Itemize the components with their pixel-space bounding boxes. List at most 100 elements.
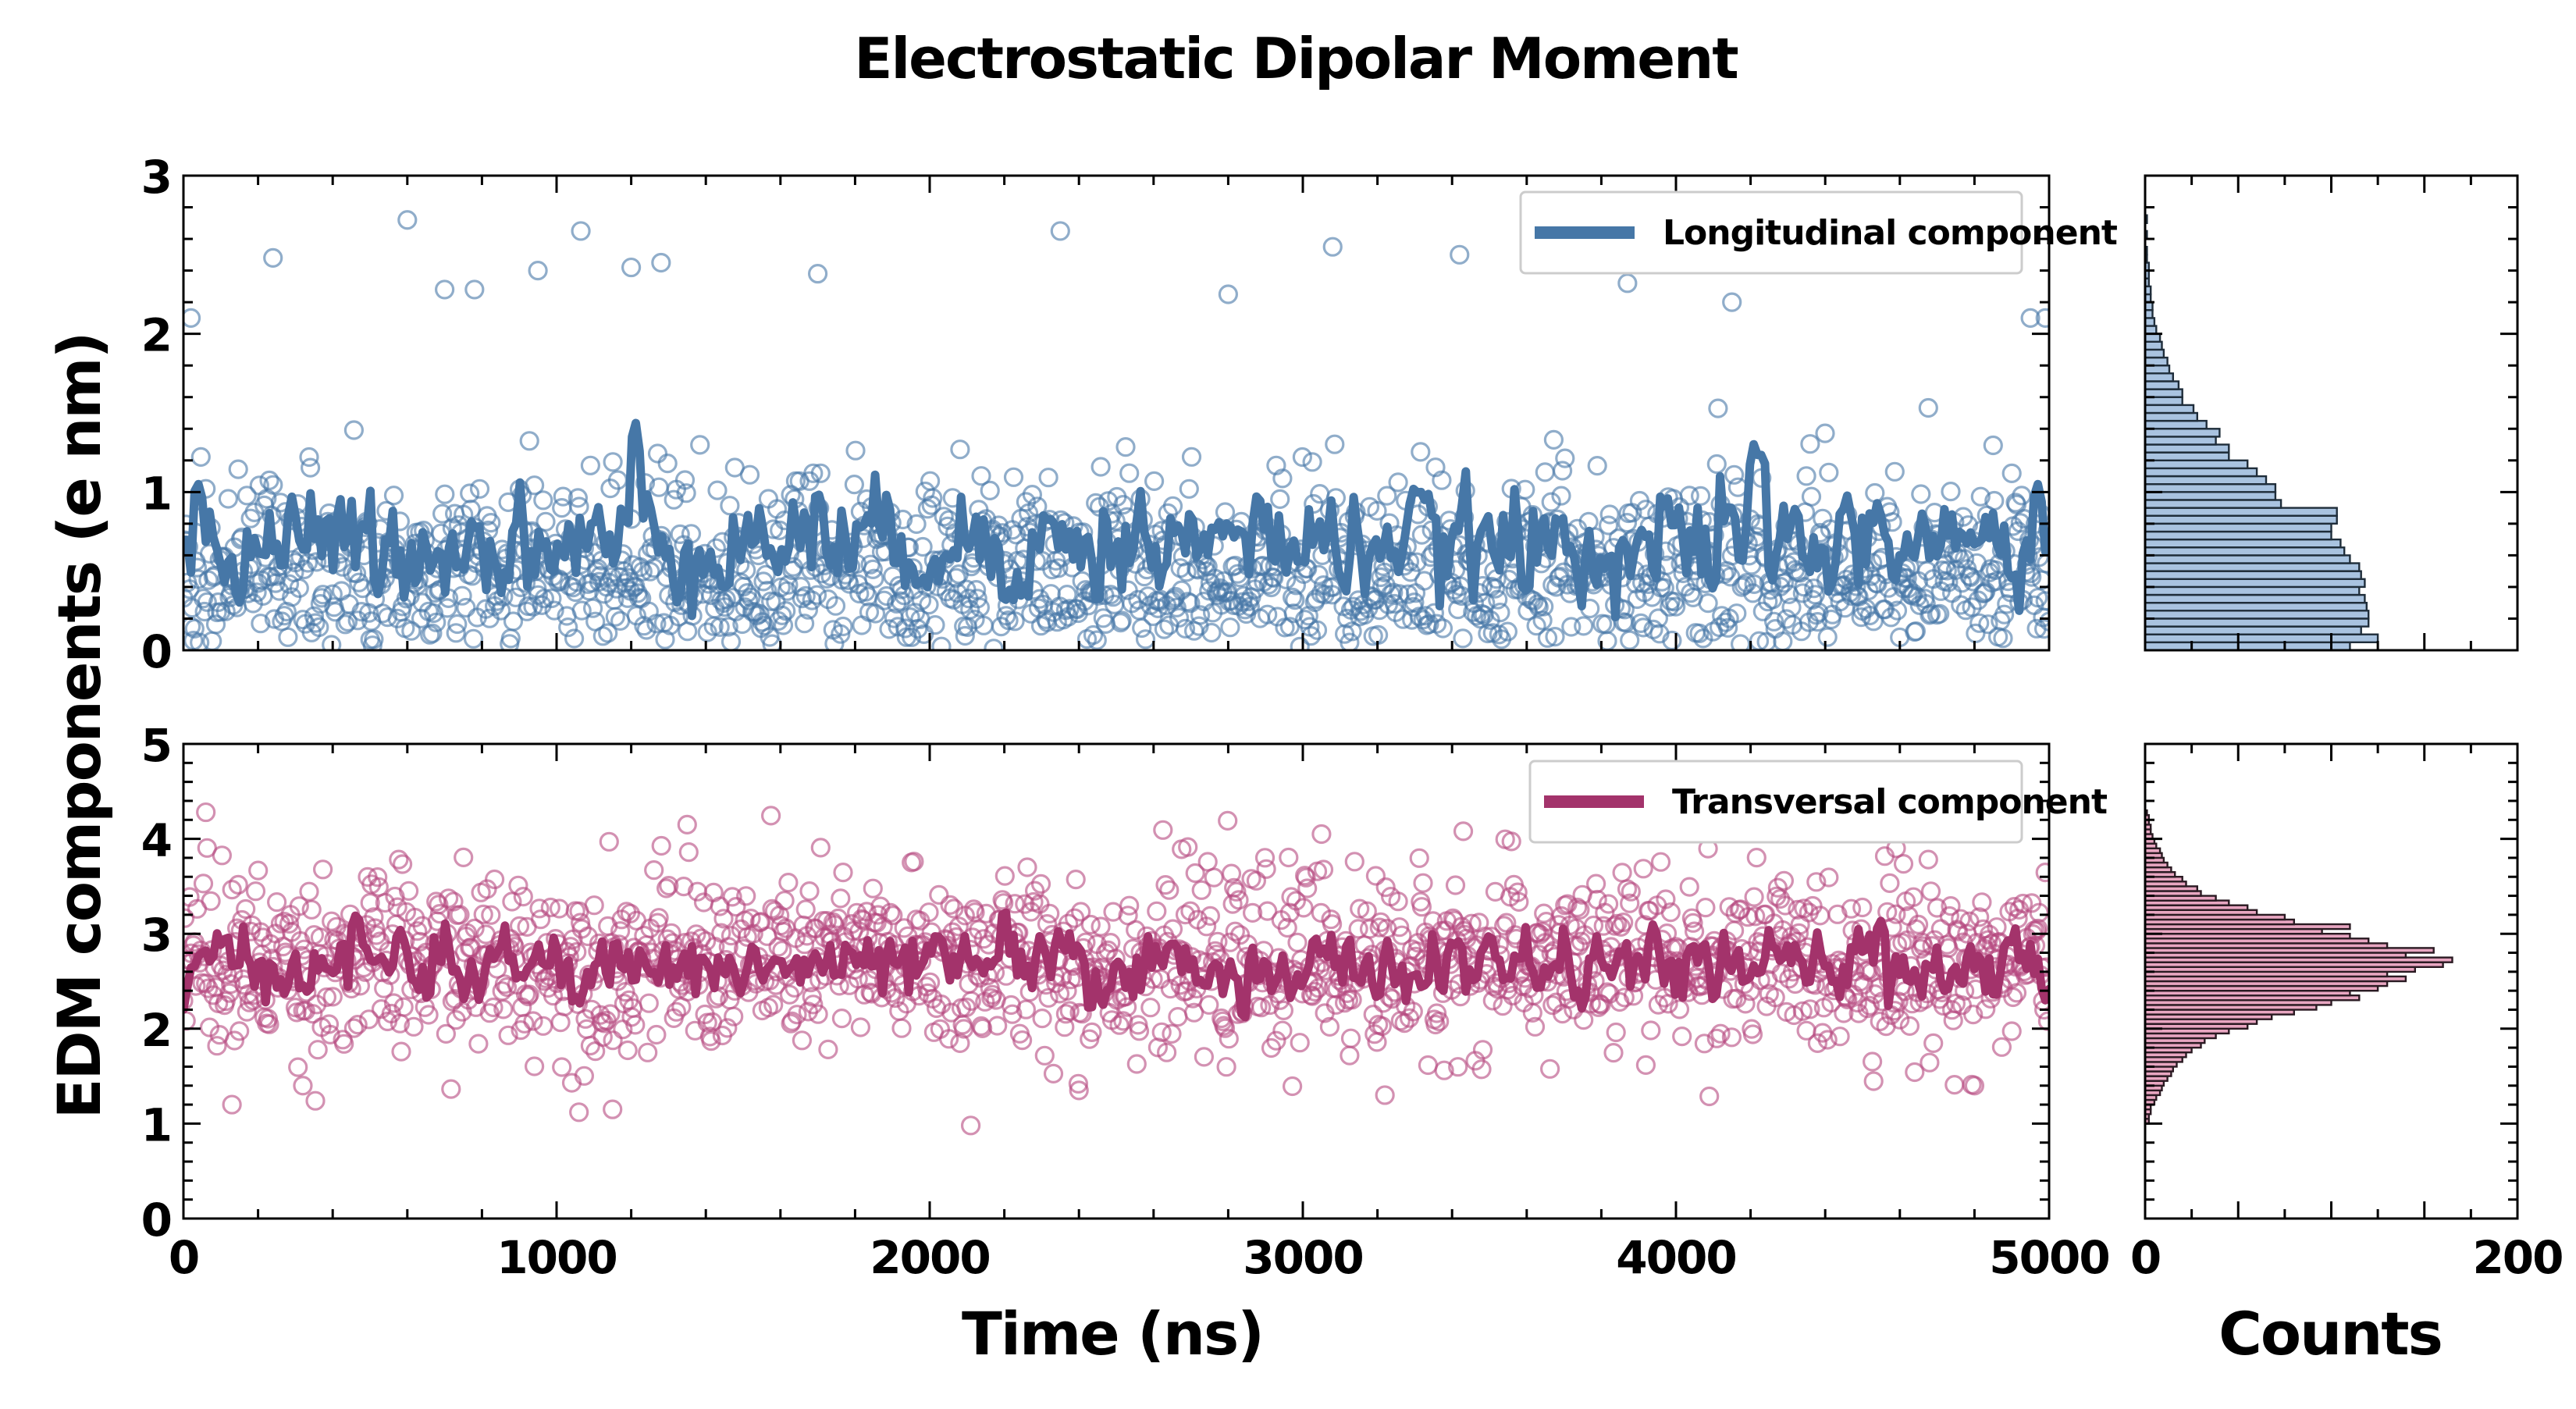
- scatter-point: [845, 440, 866, 461]
- hist-bottom-axis-xtick-label: 200: [2472, 1231, 2562, 1284]
- scatter-point: [398, 881, 419, 901]
- scatter-point: [1641, 1020, 1661, 1041]
- scatter-point: [509, 916, 530, 936]
- scatter-point: [1471, 1059, 1492, 1080]
- scatter-point: [1226, 881, 1247, 902]
- histogram-bar: [2144, 356, 2169, 367]
- histogram-bar: [2144, 411, 2199, 422]
- scatter-point: [724, 1006, 744, 1027]
- scatter-point: [391, 1041, 411, 1062]
- histogram-bar: [2144, 380, 2180, 390]
- scatter-point: [833, 616, 853, 637]
- scatter-point: [1057, 980, 1077, 1001]
- scatter-point: [754, 615, 775, 636]
- scatter-point: [279, 574, 300, 594]
- histogram-bar: [2144, 538, 2342, 549]
- scatter-point: [190, 632, 210, 650]
- scatter-point: [1920, 1052, 1940, 1073]
- scatter-point: [1168, 1006, 1188, 1027]
- scatter-point: [1180, 592, 1201, 614]
- scatter-point: [772, 605, 792, 626]
- scatter-point: [802, 987, 822, 1007]
- scatter-point: [1279, 902, 1300, 923]
- scatter-point: [603, 1099, 623, 1119]
- scatter-point: [1233, 585, 1254, 606]
- scatter-point: [190, 447, 211, 468]
- scatter-point: [1126, 920, 1146, 941]
- scatter-point: [603, 1030, 623, 1051]
- scatter-point: [1242, 902, 1263, 923]
- scatter-point: [610, 610, 631, 632]
- scatter-point: [1737, 572, 1757, 593]
- scatter-point: [1905, 1062, 1925, 1083]
- scatter-point: [468, 1034, 489, 1054]
- scatter-point: [668, 607, 689, 627]
- scatter-point: [1175, 618, 1196, 639]
- scatter-point: [1672, 1026, 1692, 1047]
- scatter-point: [359, 1009, 379, 1030]
- scatter-point: [1453, 821, 1474, 841]
- scatter-point: [632, 561, 653, 582]
- scatter-point: [1865, 482, 1885, 503]
- scatter-point: [1490, 602, 1510, 623]
- scatter-point: [218, 489, 238, 509]
- scatter-point: [535, 511, 556, 532]
- scatter-point: [259, 470, 279, 491]
- scatter-point: [335, 614, 355, 635]
- xlabel-counts: Counts: [2218, 1299, 2442, 1368]
- scatter-point: [1302, 452, 1322, 472]
- scatter-point: [1606, 1022, 1626, 1043]
- scatter-point: [1893, 853, 1914, 874]
- scatter-point: [1154, 619, 1175, 639]
- scatter-point: [1955, 549, 1975, 569]
- scatter-point: [1621, 881, 1641, 902]
- scatter-point: [701, 1030, 721, 1051]
- scatter-point: [1918, 849, 1938, 870]
- scatter-point: [523, 1011, 543, 1031]
- scatter-point: [1418, 1055, 1439, 1076]
- scatter-point: [1450, 244, 1470, 265]
- scatter-point: [1886, 904, 1906, 924]
- scatter-point: [984, 639, 1004, 650]
- scatter-point: [818, 1039, 838, 1060]
- scatter-point: [1115, 436, 1136, 457]
- scatter-point: [438, 888, 459, 909]
- scatter-point: [1617, 512, 1638, 533]
- scatter-point: [426, 612, 447, 632]
- scatter-point: [534, 589, 555, 609]
- scatter-point: [644, 859, 664, 881]
- scatter-point: [1290, 1033, 1310, 1053]
- scatter-point: [998, 610, 1019, 631]
- scatter-point: [513, 886, 533, 907]
- scatter-point: [1216, 1057, 1236, 1077]
- scatter-point: [1951, 595, 1971, 615]
- histogram-bar: [2144, 641, 2351, 652]
- axes-layer: 0 1 2 3 0 1 2 3 4 5 0 1000 2000 3000 4000 5000 0 200: [141, 151, 2564, 1284]
- scatter-point: [1426, 614, 1447, 634]
- scatter-point: [263, 475, 283, 495]
- scatter-point: [564, 628, 585, 649]
- scatter-point: [571, 600, 592, 621]
- scatter-point: [657, 453, 678, 474]
- scatter-point: [1775, 895, 1795, 916]
- scatter-point: [1221, 863, 1242, 884]
- scatter-point: [1162, 1023, 1182, 1044]
- scatter-point: [940, 895, 960, 916]
- scatter-point: [1389, 917, 1410, 938]
- scatter-point: [1038, 468, 1059, 488]
- scatter-point: [1859, 995, 1880, 1016]
- scatter-point: [950, 1033, 970, 1054]
- scatter-point: [1683, 913, 1703, 933]
- histogram-bar: [2144, 625, 2362, 635]
- scatter-point: [760, 806, 781, 826]
- scatter-point: [318, 1014, 340, 1034]
- scatter-point: [1030, 874, 1051, 895]
- scatter-point: [293, 1076, 313, 1096]
- scatter-point: [1277, 917, 1297, 938]
- scatter-point: [205, 614, 226, 635]
- scatter-point: [948, 916, 969, 937]
- scatter-point: [967, 589, 987, 609]
- scatter-point: [774, 891, 795, 911]
- scatter-point: [810, 463, 831, 483]
- scatter-point: [868, 905, 888, 925]
